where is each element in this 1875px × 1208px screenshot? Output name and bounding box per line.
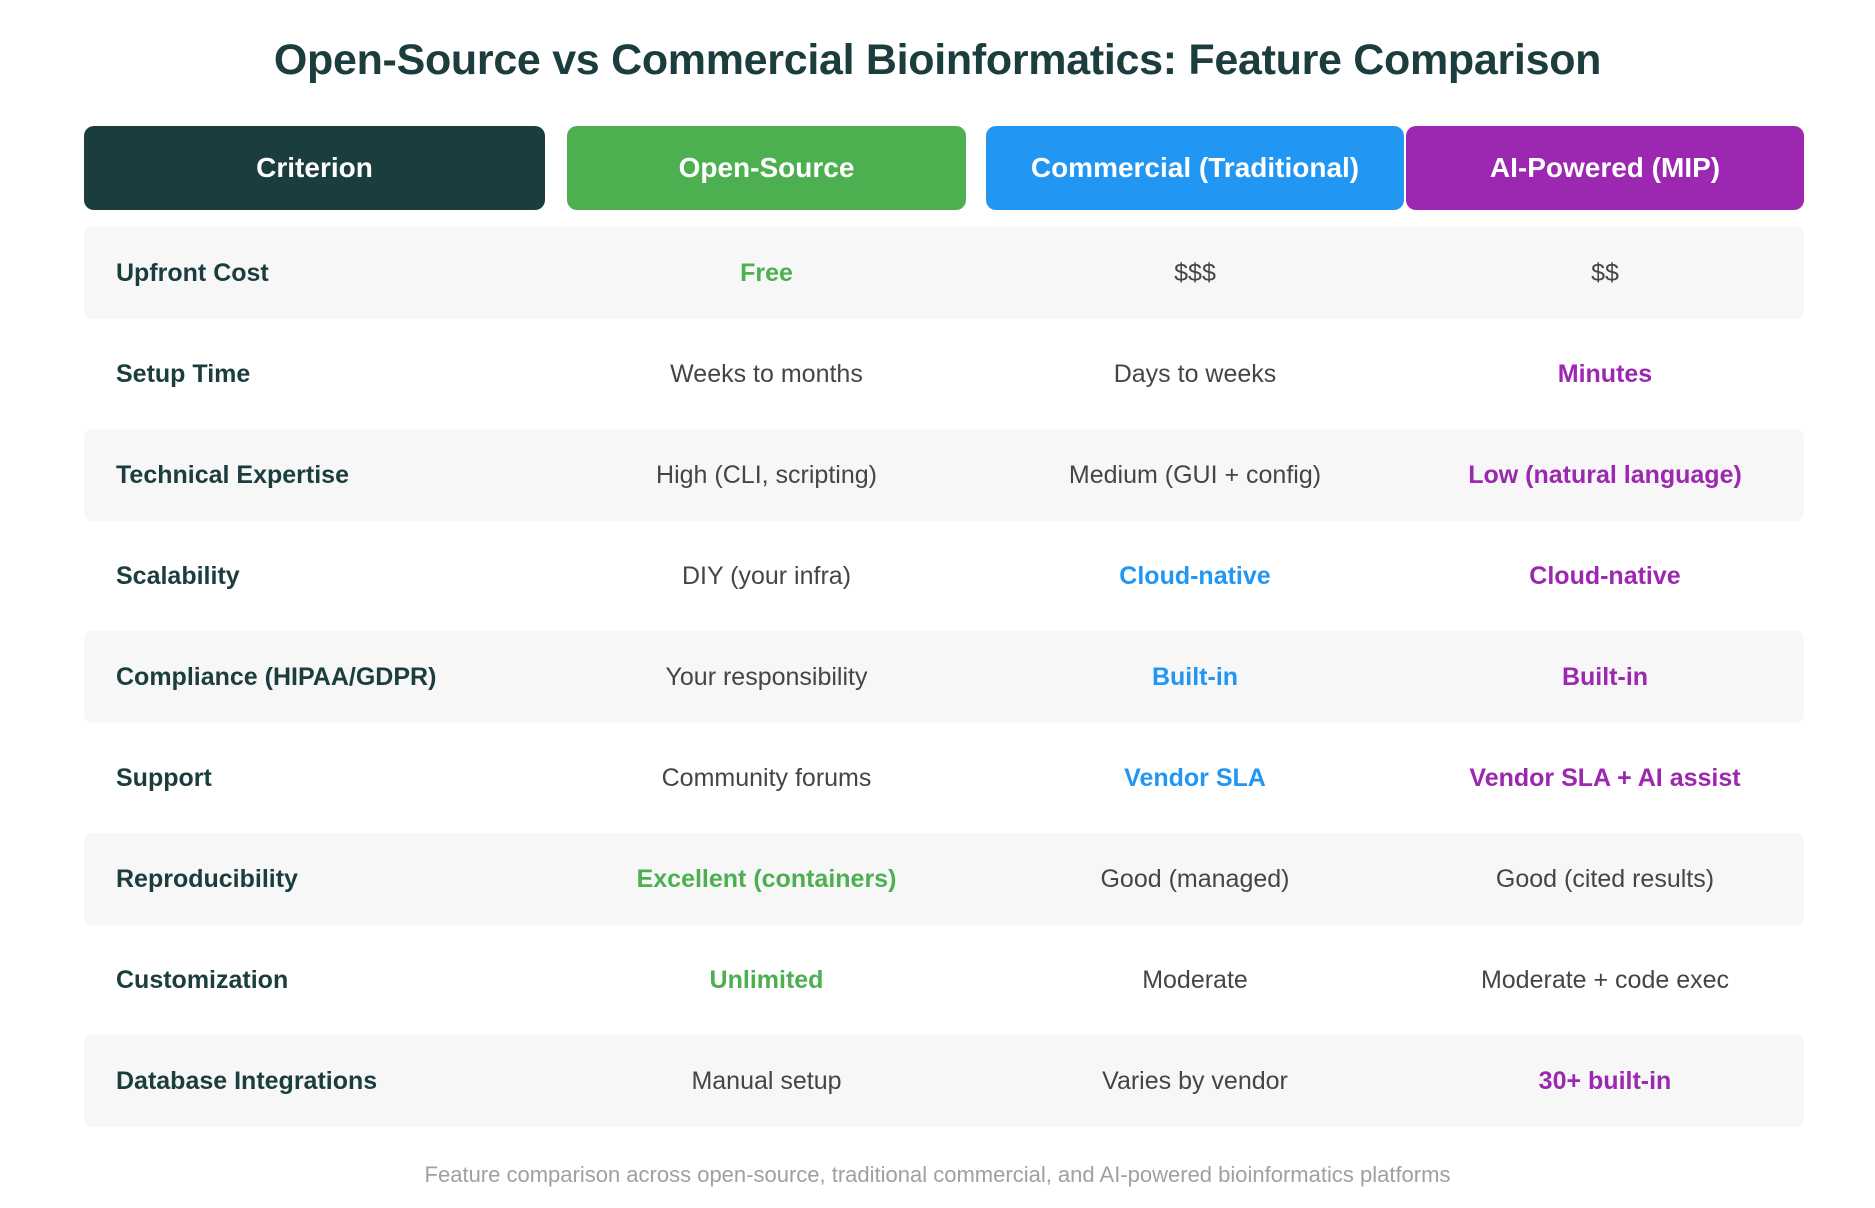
criterion-label: Reproducibility — [116, 864, 298, 893]
header-criterion: Criterion — [84, 126, 545, 210]
cell-open-source: DIY (your infra) — [681, 561, 852, 590]
criterion-label: Scalability — [116, 561, 240, 590]
table-row: Compliance (HIPAA/GDPR) Your responsibili… — [84, 631, 1804, 723]
cell-open-source: Weeks to months — [670, 359, 863, 388]
table-row: Scalability DIY (your infra) Cloud-native C… — [84, 530, 1804, 622]
cell-commercial: Cloud-native — [1119, 561, 1271, 590]
cell-ai-powered: Cloud-native — [1529, 561, 1681, 590]
table-row: Technical Expertise High (CLI, scripting)… — [84, 429, 1804, 521]
table-row: Setup Time Weeks to months Days to weeks Mi… — [84, 328, 1804, 420]
table-row: Upfront Cost Free $$$ $$ — [84, 227, 1804, 319]
criterion-label: Customization — [116, 965, 289, 994]
cell-open-source: Your responsibility — [665, 662, 868, 691]
cell-open-source: Excellent (containers) — [636, 864, 897, 893]
criterion-label: Setup Time — [116, 359, 251, 388]
figure-caption: Feature comparison across open-source, t… — [424, 1162, 1451, 1187]
cell-commercial: Vendor SLA — [1124, 763, 1266, 792]
criterion-label: Upfront Cost — [116, 258, 269, 287]
cell-open-source: Community forums — [661, 763, 872, 792]
criterion-label: Support — [116, 763, 212, 792]
cell-open-source: Unlimited — [709, 965, 824, 994]
cell-ai-powered: Minutes — [1557, 359, 1653, 388]
page-title: Open-Source vs Commercial Bioinformatics… — [273, 36, 1602, 84]
comparison-table: Upfront Cost Free $$$ $$ Setup Time Weeks to … — [84, 227, 1804, 1136]
criterion-label: Compliance (HIPAA/GDPR) — [116, 662, 437, 691]
cell-ai-powered: Low (natural language) — [1468, 460, 1742, 489]
cell-commercial: Varies by vendor — [1102, 1066, 1288, 1095]
cell-ai-powered: $$ — [1591, 258, 1619, 287]
table-header: Criterion Open-Source Commercial (Tradit… — [84, 126, 1804, 210]
table-row: Customization Unlimited Moderate Moderate +… — [84, 934, 1804, 1026]
cell-commercial: Days to weeks — [1113, 359, 1277, 388]
table-row: Support Community forums Vendor SLA Vendor … — [84, 732, 1804, 824]
cell-open-source: Free — [740, 258, 793, 287]
cell-ai-powered: Moderate + code exec — [1480, 965, 1730, 994]
header-ai-powered: AI-Powered (MIP) — [1406, 126, 1804, 210]
header-commercial: Commercial (Traditional) — [986, 126, 1404, 210]
table-row: Database Integrations Manual setup Varies … — [84, 1035, 1804, 1127]
cell-ai-powered: Built-in — [1561, 662, 1649, 691]
cell-commercial: Good (managed) — [1100, 864, 1290, 893]
criterion-label: Technical Expertise — [116, 460, 349, 489]
cell-ai-powered: 30+ built-in — [1538, 1066, 1672, 1095]
cell-open-source: Manual setup — [691, 1066, 842, 1095]
cell-ai-powered: Vendor SLA + AI assist — [1469, 763, 1741, 792]
criterion-label: Database Integrations — [116, 1066, 378, 1095]
cell-commercial: $$$ — [1174, 258, 1216, 287]
cell-commercial: Medium (GUI + config) — [1068, 460, 1322, 489]
cell-commercial: Built-in — [1151, 662, 1239, 691]
cell-open-source: High (CLI, scripting) — [656, 460, 877, 489]
header-open-source: Open-Source — [567, 126, 966, 210]
table-row: Reproducibility Excellent (containers) Goo… — [84, 833, 1804, 925]
cell-commercial: Moderate — [1142, 965, 1248, 994]
cell-ai-powered: Good (cited results) — [1495, 864, 1715, 893]
